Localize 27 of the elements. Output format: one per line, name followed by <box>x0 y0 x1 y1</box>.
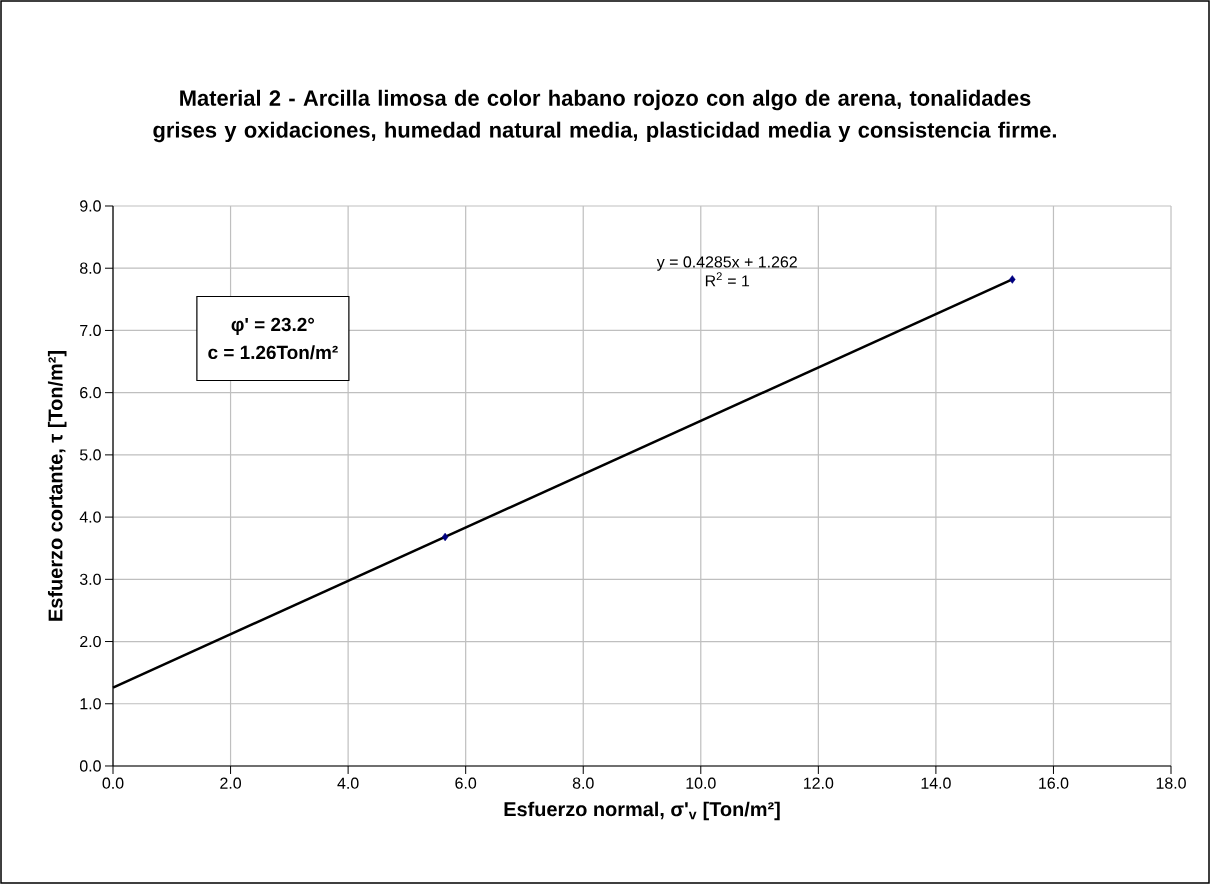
y-tick-label: 6.0 <box>80 387 101 399</box>
annotation: y = 0.4285x + 1.262 <box>656 256 797 271</box>
y-tick-label: 0.0 <box>79 760 101 772</box>
annotation: c = 1.26Ton/m² <box>208 345 338 360</box>
y-tick-label: 3.0 <box>79 573 101 585</box>
y-tick-label: 7.0 <box>80 324 101 337</box>
x-tick-label: 18.0 <box>1156 777 1186 789</box>
x-tick-label: 2.0 <box>220 777 242 789</box>
y-tick-label: 5.0 <box>79 449 101 461</box>
x-tick-label: 16.0 <box>1039 777 1069 789</box>
x-tick-label: 0.0 <box>102 777 124 789</box>
x-tick-label: 10.0 <box>686 777 716 789</box>
y-axis-title: Esfuerzo cortante, τ [Ton/m²] <box>47 351 67 621</box>
y-tick-label: 4.0 <box>79 511 101 523</box>
annotation: R$^{2}$ = 1 <box>705 272 750 287</box>
x-axis-title: Esfuerzo normal, σ'$_{v}$ [Ton/m²] <box>504 801 780 821</box>
y-tick-label: 2.0 <box>80 635 101 648</box>
x-tick-label: 12.0 <box>804 777 834 789</box>
x-tick-label: 8.0 <box>572 777 594 789</box>
y-tick-label: 1.0 <box>80 698 101 710</box>
y-tick-label: 8.0 <box>80 262 101 274</box>
annotation: φ' = 23.2° <box>231 317 315 335</box>
x-tick-label: 4.0 <box>337 777 359 789</box>
x-tick-label: 14.0 <box>921 777 951 789</box>
x-tick-label: 6.0 <box>455 777 477 789</box>
chart-title: Material 2 - Arcilla limosa de color habano rojozo con algo de arena, tonalidades grises y oxidaciones, humedad natural media, plasticidad media y consistencia firme. <box>153 89 1056 143</box>
y-tick-label: 9.0 <box>80 200 101 212</box>
